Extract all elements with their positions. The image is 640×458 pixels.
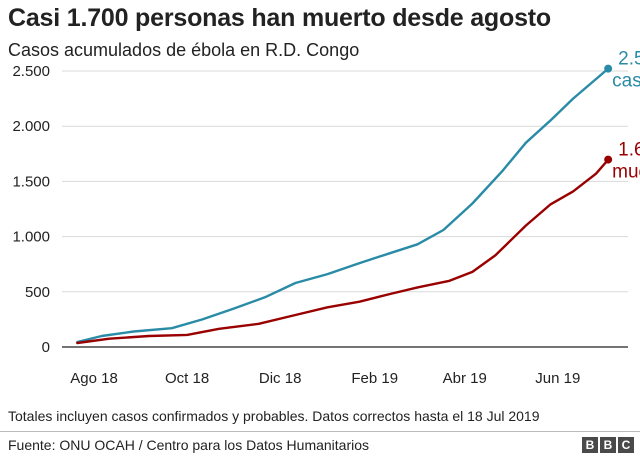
logo-letter: B bbox=[600, 437, 616, 453]
x-tick-label: Jun 19 bbox=[535, 370, 580, 387]
series-line-casos bbox=[76, 67, 610, 344]
y-tick-label: 0 bbox=[42, 339, 50, 356]
logo-letter: C bbox=[618, 437, 634, 453]
footer-divider bbox=[0, 431, 640, 432]
logo-letter: B bbox=[582, 437, 598, 453]
y-tick-label: 1.500 bbox=[12, 173, 50, 190]
series-unit-label-muertes: muertes bbox=[612, 162, 640, 183]
series-value-label-casos: 2.522 bbox=[618, 49, 640, 70]
x-tick-label: Ago 18 bbox=[70, 370, 118, 387]
y-tick-label: 2.000 bbox=[12, 118, 50, 135]
y-tick-label: 500 bbox=[25, 284, 50, 301]
series-unit-label-casos: casos bbox=[612, 71, 640, 92]
data-note: Totales incluyen casos confirmados y pro… bbox=[8, 408, 540, 424]
line-chart: 0 500 1.000 1.500 2.000 2.500 Ago 18 Oct 18 Dic … bbox=[12, 49, 640, 387]
x-tick-label: Abr 19 bbox=[443, 370, 487, 387]
y-tick-label: 2.500 bbox=[12, 63, 50, 80]
y-tick-label: 1.000 bbox=[12, 229, 50, 246]
series-endpoint-muertes bbox=[604, 155, 613, 164]
series-line-muertes bbox=[76, 158, 610, 345]
chart-title: Casi 1.700 personas han muerto desde ago… bbox=[8, 4, 551, 32]
chart-subtitle: Casos acumulados de ébola en R.D. Congo bbox=[8, 40, 360, 60]
x-tick-label: Oct 18 bbox=[165, 370, 209, 387]
x-tick-label: Dic 18 bbox=[259, 370, 302, 387]
x-tick-label: Feb 19 bbox=[351, 370, 398, 387]
bbc-logo: B B C bbox=[582, 437, 634, 453]
series-endpoint-casos bbox=[604, 64, 613, 73]
source-credit: Fuente: ONU OCAH / Centro para los Datos… bbox=[8, 437, 370, 453]
series-value-label-muertes: 1.698 bbox=[618, 140, 640, 161]
